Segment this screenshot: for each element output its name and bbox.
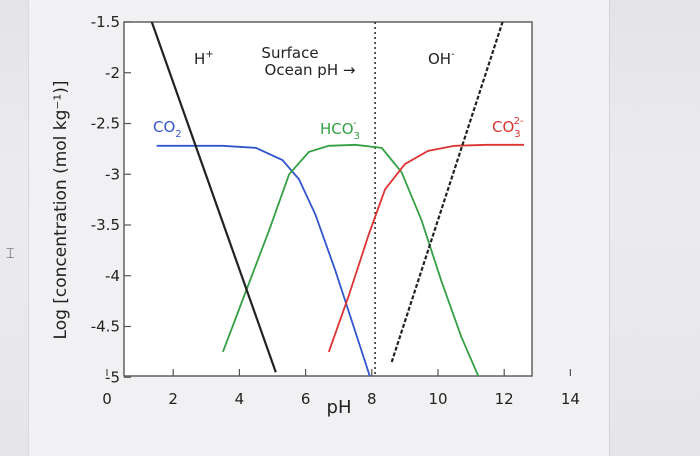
- y-tick-label: -2: [105, 64, 120, 82]
- series-label-h: H+: [194, 49, 214, 68]
- x-tick-label: 6: [301, 390, 311, 408]
- text-cursor-icon: ⌶: [6, 245, 15, 261]
- series-labels: CO2 HCO3- CO32- H+ OH-: [153, 49, 524, 142]
- x-tick-label: 2: [168, 390, 178, 408]
- series-label-oh: OH-: [428, 49, 455, 68]
- series-label-hco3: HCO3-: [320, 118, 360, 142]
- y-tick-label: -5: [105, 368, 120, 386]
- y-axis-title: Log [concentration (mol kg⁻¹)]: [51, 81, 71, 340]
- tick-labels: -1.5 -2 -2.5 -3 -3.5 -4 -4.5 -5 0 2 4 6 8 10 12 14: [91, 13, 580, 408]
- y-tick-label: -1.5: [91, 13, 120, 31]
- x-tick-label: 4: [235, 390, 245, 408]
- surface-label: Surface: [261, 44, 318, 62]
- series-label-co2: CO2: [153, 118, 182, 140]
- y-tick-label: -4.5: [91, 318, 120, 336]
- plot-frame: [123, 21, 533, 377]
- x-tick-label: 12: [495, 390, 514, 408]
- y-tick-label: -3: [105, 165, 120, 183]
- x-tick-label: 14: [561, 390, 580, 408]
- y-tick-label: -2.5: [91, 115, 120, 133]
- x-tick-label: 8: [367, 390, 377, 408]
- series-line-hco3: [222, 143, 480, 376]
- series-line-oh: [390, 22, 504, 363]
- y-tick-label: -3.5: [91, 216, 120, 234]
- series-label-co3-2: CO32-: [492, 116, 524, 140]
- ocean-ph-label: Ocean pH →: [265, 61, 356, 79]
- x-axis-title: pH: [327, 397, 352, 418]
- series-line-h: [150, 22, 277, 373]
- series-line-co3-2: [327, 143, 525, 353]
- x-tick-label: 0: [102, 390, 112, 408]
- series-line-co2: [156, 144, 371, 376]
- x-tick-label: 10: [428, 390, 447, 408]
- series-lines: [150, 22, 525, 376]
- y-tick-label: -4: [105, 267, 120, 285]
